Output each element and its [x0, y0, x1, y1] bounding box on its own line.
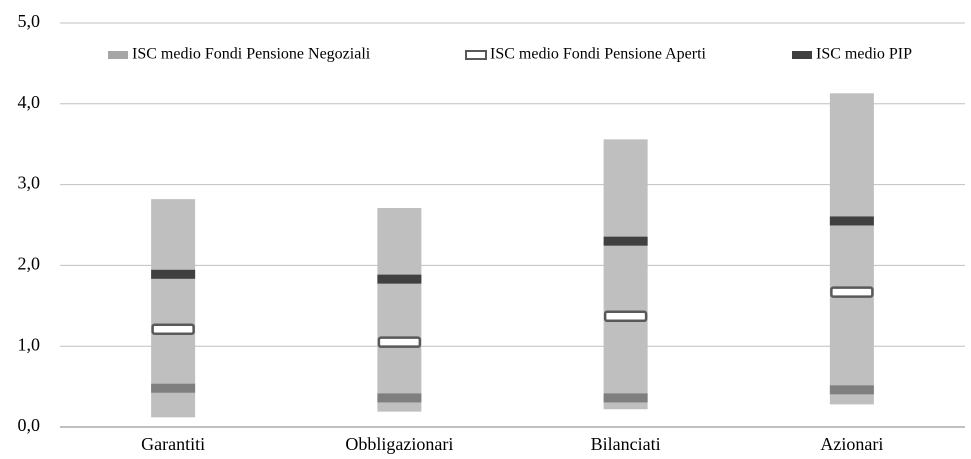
legend-swatch — [792, 51, 812, 59]
marker — [829, 216, 874, 226]
y-tick-label: 1,0 — [18, 334, 41, 354]
marker — [829, 385, 874, 395]
range-bar — [603, 139, 648, 410]
marker — [377, 336, 422, 348]
marker — [377, 393, 422, 403]
range-bar — [377, 208, 422, 412]
marker — [151, 269, 196, 279]
legend-label: ISC medio PIP — [816, 46, 912, 63]
range-bar — [829, 93, 874, 405]
y-tick-label: 0,0 — [18, 415, 41, 435]
marker — [603, 236, 648, 246]
marker — [377, 274, 422, 284]
legend-swatch — [465, 50, 487, 60]
x-tick-label: Garantiti — [141, 434, 205, 454]
x-tick-label: Bilanciati — [591, 434, 661, 454]
marker — [151, 323, 195, 335]
y-tick-label: 5,0 — [18, 11, 41, 31]
marker — [151, 383, 196, 393]
marker — [830, 286, 874, 298]
legend-label: ISC medio Fondi Pensione Aperti — [490, 46, 707, 63]
legend-swatch — [108, 51, 128, 59]
marker — [603, 310, 648, 323]
y-tick-label: 4,0 — [18, 92, 41, 112]
y-tick-label: 2,0 — [18, 254, 41, 274]
x-tick-label: Azionari — [820, 434, 883, 454]
x-tick-label: Obbligazionari — [345, 434, 453, 454]
y-tick-label: 3,0 — [18, 173, 41, 193]
range-bar — [151, 199, 196, 418]
marker — [603, 393, 648, 403]
legend-label: ISC medio Fondi Pensione Negoziali — [132, 46, 371, 63]
